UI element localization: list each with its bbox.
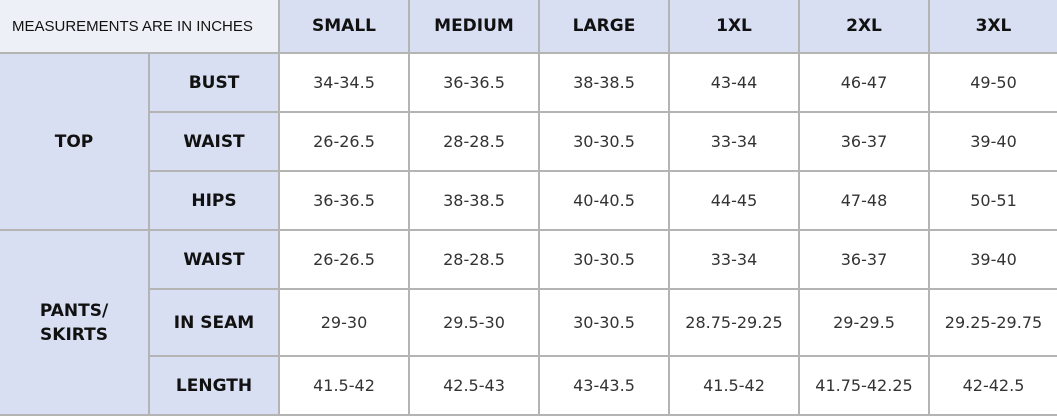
table-row: LENGTH 41.5-42 42.5-43 43-43.5 41.5-42 41.75-… (0, 355, 1057, 416)
measurement-value: 38-38.5 (538, 52, 670, 113)
measurement-value: 29.25-29.75 (928, 288, 1057, 357)
measurement-value: 43-43.5 (538, 355, 670, 416)
header-row: MEASUREMENTS ARE IN INCHES SMALL MEDIUM LAR… (0, 0, 1057, 54)
measurement-value: 38-38.5 (408, 170, 540, 231)
size-header: MEDIUM (408, 0, 540, 54)
measurement-label: WAIST (148, 229, 280, 290)
measurement-value: 36-37 (798, 111, 930, 172)
measurement-value: 30-30.5 (538, 111, 670, 172)
group-label: TOP (0, 52, 150, 231)
measurement-value: 26-26.5 (278, 111, 410, 172)
group-label-line: SKIRTS (40, 324, 108, 345)
measurement-value: 46-47 (798, 52, 930, 113)
table-row: WAIST 26-26.5 28-28.5 30-30.5 33-34 36-37 39-4… (0, 111, 1057, 172)
measurement-value: 47-48 (798, 170, 930, 231)
measurement-value: 29-30 (278, 288, 410, 357)
measurement-value: 28.75-29.25 (668, 288, 800, 357)
table-row: IN SEAM 29-30 29.5-30 30-30.5 28.75-29.25 29-… (0, 288, 1057, 357)
measurement-label: LENGTH (148, 355, 280, 416)
measurement-value: 36-36.5 (278, 170, 410, 231)
measurement-value: 33-34 (668, 111, 800, 172)
measurement-value: 29-29.5 (798, 288, 930, 357)
table-row: TOP BUST 34-34.5 36-36.5 38-38.5 43-44 46-47 49… (0, 52, 1057, 231)
measurement-value: 29.5-30 (408, 288, 540, 357)
measurement-value: 39-40 (928, 229, 1057, 290)
measurement-label: BUST (148, 52, 280, 113)
measurement-value: 39-40 (928, 111, 1057, 172)
measurement-value: 49-50 (928, 52, 1057, 113)
measurement-value: 50-51 (928, 170, 1057, 231)
size-header: 1XL (668, 0, 800, 54)
measurement-label: HIPS (148, 170, 280, 231)
measurement-value: 42.5-43 (408, 355, 540, 416)
measurement-value: 44-45 (668, 170, 800, 231)
group-label: PANTS/SKIRTS (0, 229, 150, 416)
measurement-value: 40-40.5 (538, 170, 670, 231)
measurement-value: 41.75-42.25 (798, 355, 930, 416)
units-note: MEASUREMENTS ARE IN INCHES (0, 0, 280, 54)
table-row: HIPS 36-36.5 38-38.5 40-40.5 44-45 47-48 50-51 (0, 170, 1057, 231)
group-label-line: TOP (54, 131, 94, 152)
measurement-value: 33-34 (668, 229, 800, 290)
size-header: 3XL (928, 0, 1057, 54)
measurement-value: 43-44 (668, 52, 800, 113)
group-label-line: PANTS/ (39, 300, 109, 321)
measurement-value: 28-28.5 (408, 111, 540, 172)
measurement-label: WAIST (148, 111, 280, 172)
size-header: LARGE (538, 0, 670, 54)
measurement-value: 36-36.5 (408, 52, 540, 113)
size-header: 2XL (798, 0, 930, 54)
measurement-value: 41.5-42 (668, 355, 800, 416)
measurement-value: 30-30.5 (538, 229, 670, 290)
measurement-value: 42-42.5 (928, 355, 1057, 416)
measurement-label: IN SEAM (148, 288, 280, 357)
measurement-value: 30-30.5 (538, 288, 670, 357)
size-header: SMALL (278, 0, 410, 54)
measurement-value: 41.5-42 (278, 355, 410, 416)
measurement-value: 36-37 (798, 229, 930, 290)
measurement-value: 26-26.5 (278, 229, 410, 290)
table-row: PANTS/SKIRTS WAIST 26-26.5 28-28.5 30-30.5 33… (0, 229, 1057, 416)
measurement-value: 34-34.5 (278, 52, 410, 113)
measurement-value: 28-28.5 (408, 229, 540, 290)
